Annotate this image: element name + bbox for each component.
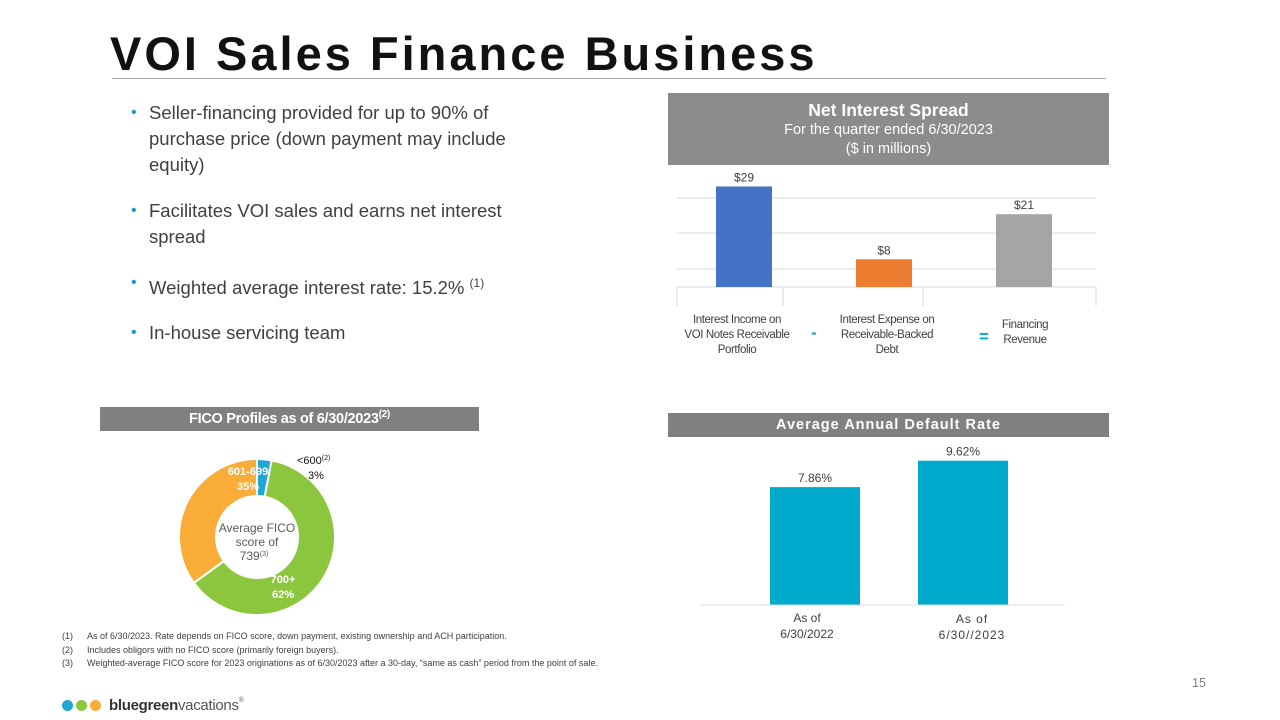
footnote-ref: (2) [322, 455, 331, 462]
bullet-item: • Seller-financing provided for up to 90… [128, 100, 528, 178]
bluegreen-logo: bluegreenvacations® [62, 695, 244, 715]
data-label: 7.86% [798, 471, 832, 485]
category-label: 6/30/2022 [780, 627, 834, 641]
fico-header: FICO Profiles as of 6/30/2023(2) [100, 407, 479, 431]
category-label: 6/30//2023 [939, 628, 1006, 642]
bar [716, 186, 772, 287]
logo-dot-icon [76, 699, 87, 711]
logo-wordmark: bluegreenvacations® [109, 696, 244, 714]
center-label: score of [236, 535, 279, 549]
footnote-ref: (3) [260, 551, 269, 558]
bar [856, 259, 912, 287]
data-label: $29 [734, 170, 754, 184]
net-interest-chart: $29 $8 $21 [676, 170, 1097, 306]
category-label: As of [956, 612, 988, 626]
donut-slice [192, 459, 336, 616]
slice-value: 62% [272, 589, 294, 601]
footnote: (3) Weighted-average FICO score for 2023 … [62, 658, 598, 668]
minus-operator: - [811, 323, 817, 342]
category-label: Interest Expense on Receivable-Backed De… [839, 314, 935, 356]
net-interest-units: ($ in millions) [845, 141, 932, 157]
bullet-icon: • [131, 324, 137, 342]
data-label: $21 [1014, 198, 1034, 212]
donut-slice [178, 457, 258, 585]
page-number: 15 [1192, 676, 1206, 690]
bullet-text: Seller-financing provided for up to 90% … [149, 102, 506, 175]
center-value: 739(3) [240, 549, 269, 563]
bullet-text: Weighted average interest rate: 15.2% [149, 277, 465, 299]
logo-dot-icon [90, 699, 101, 711]
data-label: 9.62% [946, 445, 980, 459]
bullet-list: • Seller-financing provided for up to 90… [128, 100, 528, 366]
slice-value: 3% [308, 470, 324, 482]
footnotes: (1) As of 6/30/2023. Rate depends on FICO… [62, 630, 598, 671]
fico-donut-chart: <600(2) 3% 700+ 62% 601-699 35% Average FICOsc… [178, 455, 336, 616]
bullet-icon: • [131, 202, 137, 219]
category-label: Financing Revenue [1001, 319, 1049, 346]
bullet-text: In-house servicing team [149, 322, 346, 344]
bullet-icon: • [131, 104, 137, 121]
equals-operator: = [979, 327, 989, 346]
bullet-icon: • [131, 274, 137, 291]
bar [770, 487, 860, 605]
data-label: $8 [877, 243, 891, 257]
bullet-item: • Weighted average interest rate: 15.2% … [128, 270, 528, 301]
fico-title: FICO Profiles as of 6/30/2023 [189, 411, 379, 427]
net-interest-subtitle: For the quarter ended 6/30/2023 [784, 122, 993, 138]
default-rate-chart: 7.86% 9.62% As of 6/30/2022 As of 6/30//2023 [701, 445, 1065, 642]
bar [918, 460, 1008, 605]
category-label: As of [793, 611, 821, 625]
logo-dot-icon [62, 699, 73, 711]
bar [996, 214, 1052, 287]
center-label: Average FICO [219, 521, 295, 535]
slice-label: 700+ [271, 574, 296, 586]
footnote: (1) As of 6/30/2023. Rate depends on FICO… [62, 631, 507, 641]
default-rate-header: Average Annual Default Rate [668, 413, 1109, 437]
slice-value: 35% [237, 481, 259, 493]
title-divider [112, 78, 1106, 79]
footnote-ref: (2) [378, 409, 391, 421]
net-interest-header: Net Interest Spread For the quarter ende… [668, 93, 1109, 165]
bullet-item: • In-house servicing team [128, 320, 528, 346]
slice-label: <600(2) [297, 455, 330, 467]
net-interest-title: Net Interest Spread [808, 100, 969, 120]
category-label: Interest Income on VOI Notes Receivable … [684, 314, 790, 356]
page-title: VOI Sales Finance Business [110, 27, 818, 80]
footnote: (2) Includes obligors with no FICO score … [62, 644, 339, 655]
bullet-text: Facilitates VOI sales and earns net inte… [149, 200, 502, 247]
footnote-ref: (1) [469, 276, 485, 290]
slice-label: 601-699 [228, 466, 268, 478]
bullet-item: • Facilitates VOI sales and earns net in… [128, 198, 528, 250]
